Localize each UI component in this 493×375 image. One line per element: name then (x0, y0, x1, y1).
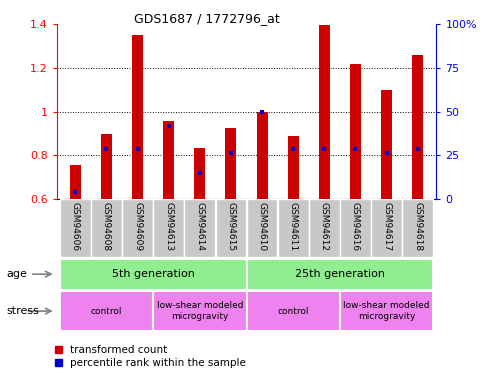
Bar (60, 259, 246, 290)
Text: 5th generation: 5th generation (112, 269, 195, 279)
Text: GDS1687 / 1772796_at: GDS1687 / 1772796_at (134, 12, 280, 25)
Bar (412, 55, 423, 199)
Bar (91, 199, 122, 257)
Text: low-shear modeled
microgravity: low-shear modeled microgravity (157, 302, 243, 321)
Bar (340, 199, 371, 257)
Bar (132, 35, 143, 199)
Legend: transformed count, percentile rank within the sample: transformed count, percentile rank withi… (55, 345, 246, 368)
Bar (340, 291, 433, 331)
Bar (257, 112, 268, 199)
Bar (70, 165, 81, 199)
Bar (288, 135, 299, 199)
Text: GSM94616: GSM94616 (351, 202, 360, 251)
Bar (163, 122, 174, 199)
Text: GSM94610: GSM94610 (257, 202, 267, 251)
Bar (319, 26, 330, 199)
Bar (350, 64, 361, 199)
Bar (246, 259, 433, 290)
Text: GSM94613: GSM94613 (164, 202, 173, 251)
Bar (153, 291, 246, 331)
Bar (246, 291, 340, 331)
Text: stress: stress (6, 306, 39, 316)
Bar (402, 199, 433, 257)
Bar (153, 199, 184, 257)
Text: GSM94618: GSM94618 (413, 202, 422, 251)
Text: GSM94606: GSM94606 (71, 202, 80, 251)
Text: GSM94615: GSM94615 (226, 202, 236, 251)
Text: GSM94617: GSM94617 (382, 202, 391, 251)
Text: GSM94611: GSM94611 (289, 202, 298, 251)
Text: age: age (6, 269, 27, 279)
Bar (215, 199, 246, 257)
Text: control: control (278, 307, 309, 316)
Bar (60, 291, 153, 331)
Text: GSM94609: GSM94609 (133, 202, 142, 251)
Text: low-shear modeled
microgravity: low-shear modeled microgravity (343, 302, 430, 321)
Bar (381, 90, 392, 199)
Bar (246, 199, 278, 257)
Text: GSM94608: GSM94608 (102, 202, 111, 251)
Text: GSM94612: GSM94612 (320, 202, 329, 250)
Bar (184, 199, 215, 257)
Bar (122, 199, 153, 257)
Bar (60, 199, 91, 257)
Bar (309, 199, 340, 257)
Bar (278, 199, 309, 257)
Text: 25th generation: 25th generation (295, 269, 385, 279)
Text: GSM94614: GSM94614 (195, 202, 204, 250)
Bar (101, 135, 112, 199)
Text: control: control (91, 307, 122, 316)
Bar (371, 199, 402, 257)
Bar (194, 147, 205, 199)
Bar (225, 128, 236, 199)
